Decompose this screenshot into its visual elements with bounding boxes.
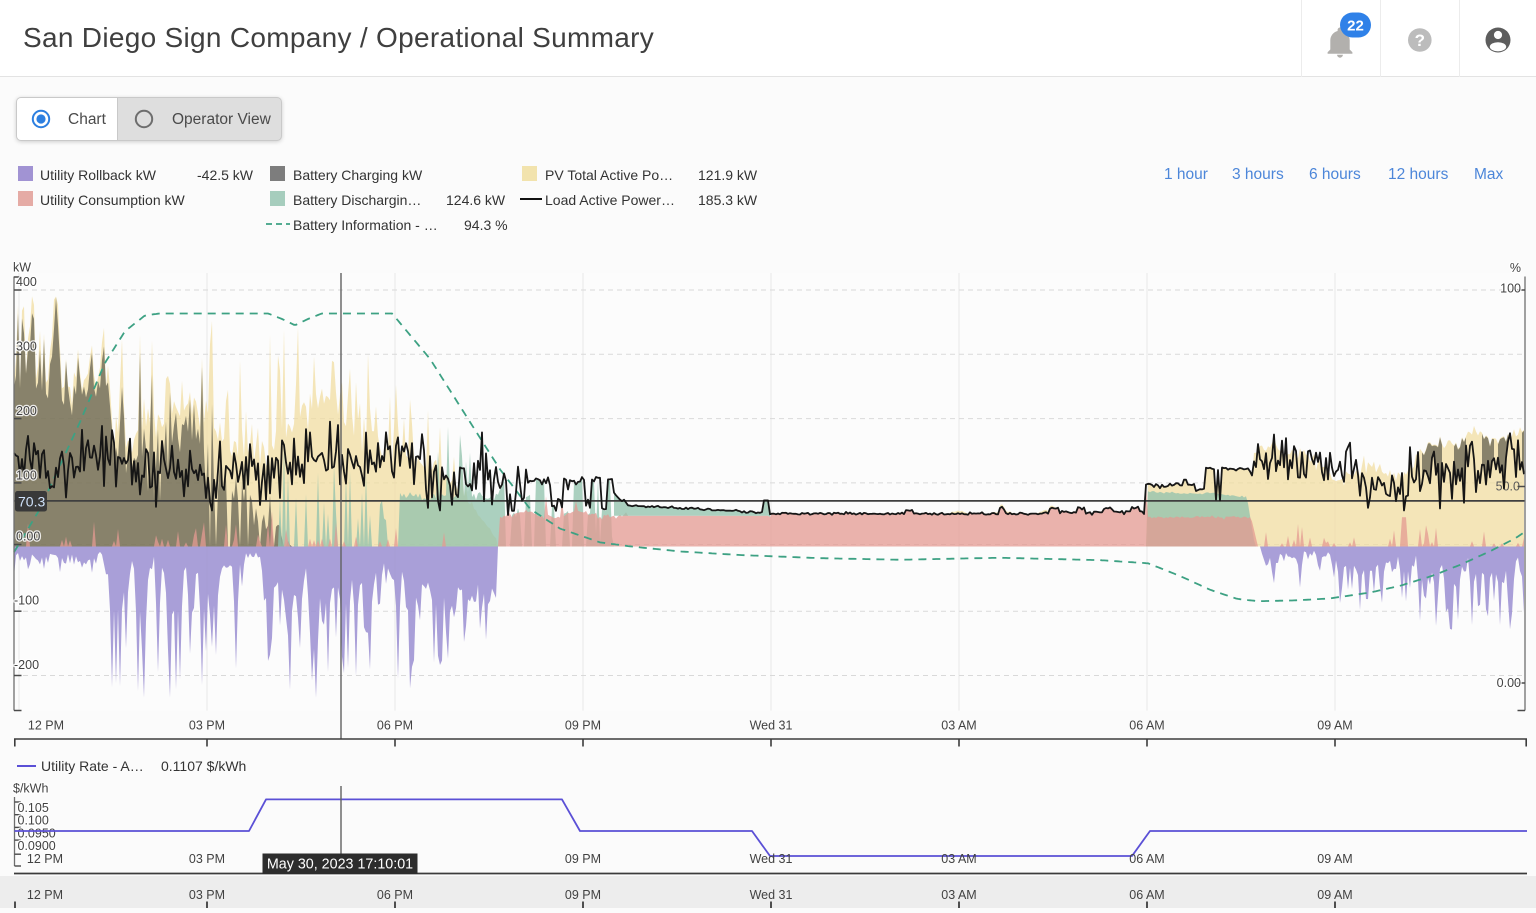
svg-text:kW: kW <box>13 261 31 275</box>
svg-text:%: % <box>1510 261 1521 275</box>
svg-text:Wed 31: Wed 31 <box>750 719 793 733</box>
svg-text:22: 22 <box>1347 18 1364 35</box>
svg-text:50.0: 50.0 <box>1496 480 1520 494</box>
svg-text:0.105: 0.105 <box>18 801 49 815</box>
svg-text:-200: -200 <box>14 658 39 672</box>
svg-text:09 AM: 09 AM <box>1317 888 1352 902</box>
svg-text:400: 400 <box>16 275 37 289</box>
svg-text:06 PM: 06 PM <box>377 719 413 733</box>
svg-text:06 AM: 06 AM <box>1129 719 1164 733</box>
svg-text:12 PM: 12 PM <box>27 852 63 866</box>
svg-text:0.0900: 0.0900 <box>18 839 56 853</box>
svg-text:100: 100 <box>16 469 37 483</box>
svg-text:09 PM: 09 PM <box>565 888 601 902</box>
svg-text:0.00: 0.00 <box>1497 676 1521 690</box>
svg-text:300: 300 <box>16 339 37 353</box>
svg-text:100: 100 <box>1500 282 1521 296</box>
svg-text:Wed 31: Wed 31 <box>750 852 793 866</box>
svg-text:$/kWh: $/kWh <box>13 782 48 796</box>
svg-text:70.3: 70.3 <box>18 494 45 510</box>
svg-text:12 PM: 12 PM <box>27 888 63 902</box>
svg-text:06 PM: 06 PM <box>377 888 413 902</box>
svg-text:09 AM: 09 AM <box>1317 719 1352 733</box>
svg-text:03 PM: 03 PM <box>189 719 225 733</box>
svg-text:03 PM: 03 PM <box>189 888 225 902</box>
svg-text:06 AM: 06 AM <box>1129 888 1164 902</box>
svg-text:0.100: 0.100 <box>18 814 49 828</box>
svg-text:12 PM: 12 PM <box>28 719 64 733</box>
svg-text:200: 200 <box>16 404 37 418</box>
svg-text:?: ? <box>1415 31 1425 50</box>
svg-text:03 AM: 03 AM <box>941 888 976 902</box>
svg-text:0.00: 0.00 <box>16 529 40 543</box>
svg-text:03 PM: 03 PM <box>189 852 225 866</box>
svg-text:09 PM: 09 PM <box>565 852 601 866</box>
svg-text:09 PM: 09 PM <box>565 719 601 733</box>
svg-text:06 AM: 06 AM <box>1129 852 1164 866</box>
svg-text:03 AM: 03 AM <box>941 719 976 733</box>
svg-text:-100: -100 <box>14 593 39 607</box>
svg-text:09 AM: 09 AM <box>1317 852 1352 866</box>
svg-text:0.0950: 0.0950 <box>18 826 56 840</box>
svg-text:Wed 31: Wed 31 <box>750 888 793 902</box>
svg-text:03 AM: 03 AM <box>941 852 976 866</box>
svg-text:May 30, 2023 17:10:01: May 30, 2023 17:10:01 <box>267 857 413 873</box>
